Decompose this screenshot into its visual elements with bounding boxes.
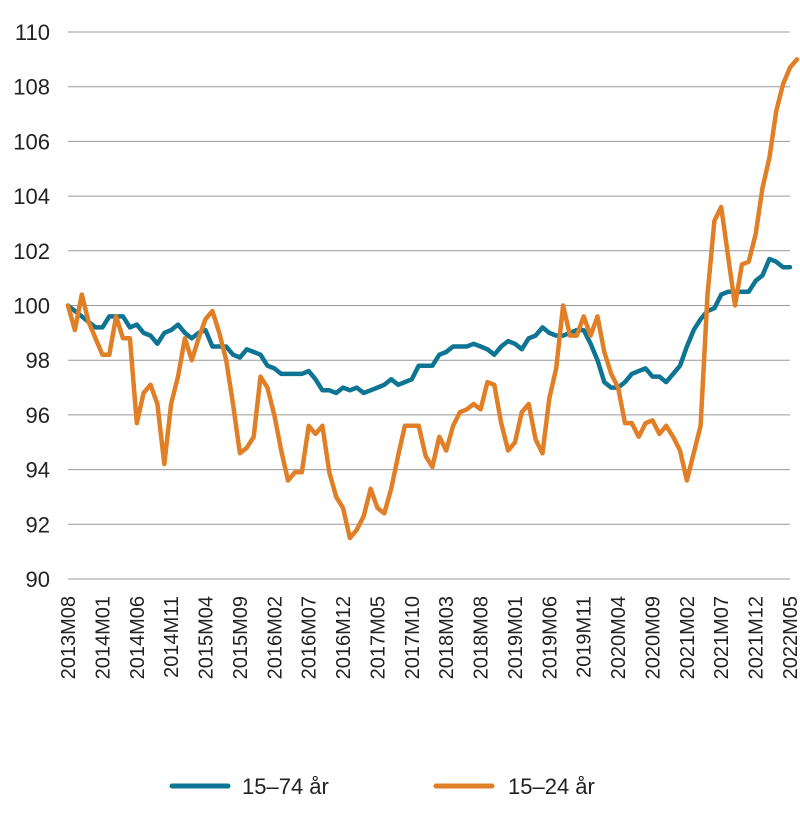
y-axis-ticks: 90 92 94 96 98 100 102 104 106 108 110 <box>13 20 50 592</box>
x-tick-label: 2018M08 <box>471 596 493 679</box>
y-tick-label: 92 <box>26 512 50 537</box>
x-tick-label: 2016M07 <box>299 596 321 679</box>
y-tick-label: 90 <box>26 567 50 592</box>
x-tick-label: 2016M02 <box>264 596 286 679</box>
series-lines <box>65 57 800 541</box>
x-axis-ticks: 2013M08 2014M01 2014M06 2014M11 2015M04 2015M… <box>58 596 800 679</box>
x-tick-label: 2021M12 <box>746 596 768 679</box>
x-tick-label: 2020M09 <box>642 596 664 679</box>
x-tick-label: 2021M02 <box>677 596 699 679</box>
x-tick-label: 2021M07 <box>711 596 733 679</box>
legend-label-1: 15–74 år <box>242 774 329 799</box>
legend: 15–74 år 15–24 år <box>169 774 595 799</box>
gridlines <box>68 31 790 580</box>
y-tick-label: 94 <box>26 458 50 483</box>
x-tick-label: 2014M01 <box>92 596 114 679</box>
x-tick-label: 2018M03 <box>436 596 458 679</box>
x-tick-label: 2014M06 <box>127 596 149 679</box>
x-tick-label: 2016M12 <box>333 596 355 679</box>
x-tick-label: 2020M04 <box>608 596 630 679</box>
x-tick-label: 2013M08 <box>58 596 80 679</box>
x-tick-label: 2015M04 <box>196 596 218 679</box>
x-tick-label: 2019M11 <box>574 596 596 678</box>
y-tick-label: 96 <box>26 403 50 428</box>
y-tick-label: 102 <box>13 239 50 264</box>
x-tick-label: 2015M09 <box>230 596 252 679</box>
y-tick-label: 108 <box>13 75 50 100</box>
y-tick-label: 98 <box>26 348 50 373</box>
series-line-2 <box>65 57 800 541</box>
legend-label-2: 15–24 år <box>508 774 595 799</box>
x-tick-label: 2019M01 <box>505 596 527 679</box>
x-tick-label: 2014M11 <box>161 596 183 678</box>
x-tick-label: 2019M06 <box>539 596 561 679</box>
series-line-1 <box>65 256 793 396</box>
y-tick-label: 104 <box>13 184 50 209</box>
x-tick-label: 2017M05 <box>367 596 389 679</box>
y-tick-label: 110 <box>15 20 50 45</box>
y-tick-label: 100 <box>13 294 50 319</box>
x-tick-label: 2022M05 <box>780 596 800 679</box>
y-tick-label: 106 <box>13 129 50 154</box>
x-tick-label: 2017M10 <box>402 596 424 679</box>
